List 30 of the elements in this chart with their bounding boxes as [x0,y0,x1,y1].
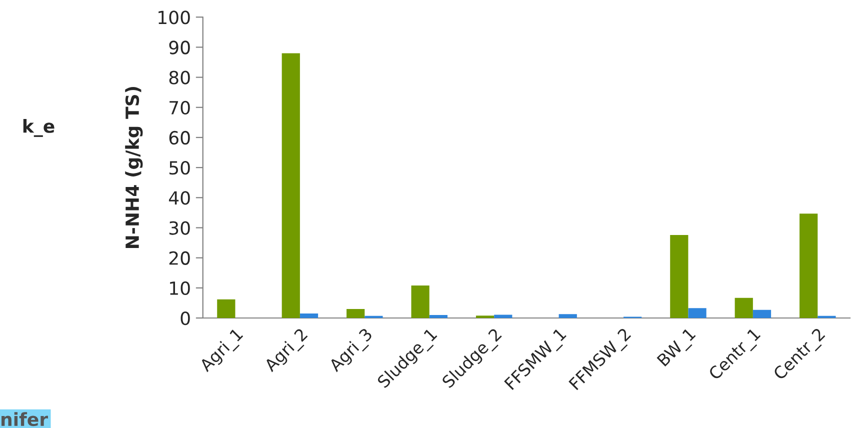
y-axis-title: N-NH4 (g/kg TS) [125,86,143,248]
y-tick-label: 70 [170,100,190,114]
y-tick-label: 100 [158,10,190,24]
bar [688,308,706,318]
text: nifer [2,412,48,426]
y-tick-label: 0 [180,311,190,326]
bar [752,310,772,318]
y-tick-label: 90 [169,40,190,54]
bar [734,298,753,318]
y-tick-label: 60 [169,130,190,145]
bar [800,214,818,318]
bar [346,308,365,318]
text: k_e [23,118,54,137]
bar [411,286,430,318]
bar [670,234,688,318]
bar [282,53,300,318]
y-tick-label: 10 [170,281,190,296]
bar [429,314,448,318]
bar [476,316,494,318]
y-tick-label: 20 [169,251,190,265]
bar [364,316,383,318]
bar [818,316,836,318]
y-tick-label: 80 [169,70,190,84]
y-tick-label: 40 [168,191,190,205]
bar [558,314,577,318]
y-tick-label: 30 [169,221,190,235]
bar [300,313,318,318]
y-tick-label: 50 [169,161,190,175]
bar [217,299,236,318]
bar [494,314,512,318]
